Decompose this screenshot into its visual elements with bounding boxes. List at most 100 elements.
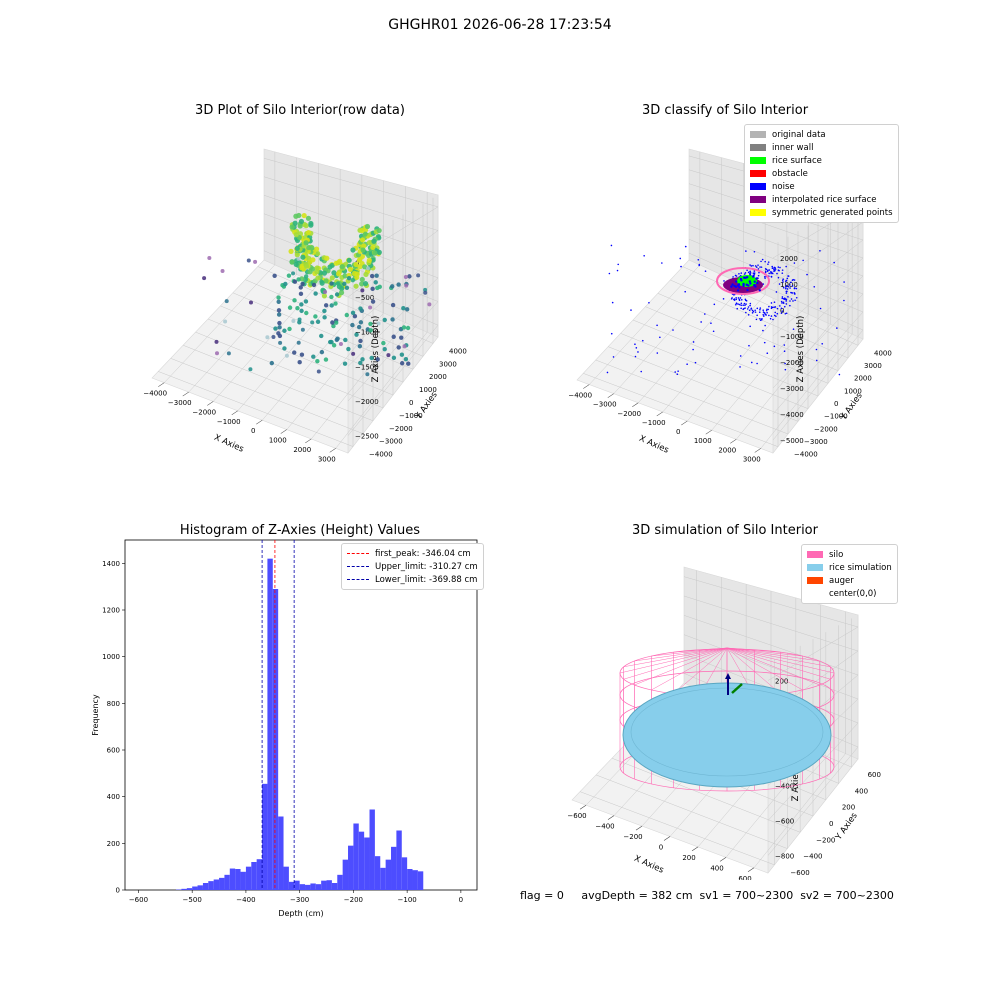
noise-point (773, 270, 775, 273)
histogram-bar (391, 846, 397, 890)
noise-point (744, 304, 746, 307)
noise-point (748, 309, 751, 312)
raw-point (314, 269, 320, 275)
raw-point (354, 274, 360, 281)
raw-point (253, 259, 258, 264)
x-tick (579, 804, 587, 810)
noise-point (634, 355, 637, 358)
noise-point (747, 306, 750, 308)
histogram-bar (353, 823, 359, 890)
raw-point (305, 215, 312, 221)
noise-point (643, 254, 645, 257)
histogram-bar (396, 830, 402, 890)
histogram-bar (385, 859, 392, 890)
raw-point (305, 229, 312, 236)
legend-swatch (347, 566, 369, 567)
histogram-bar (315, 884, 322, 890)
noise-point (704, 270, 707, 272)
raw-point (343, 337, 348, 343)
raw-point (299, 308, 304, 314)
noise-point (777, 266, 780, 268)
noise-point (806, 273, 808, 276)
raw-point (286, 273, 292, 278)
y-tick-label: −400 (803, 853, 822, 861)
noise-point (776, 272, 778, 275)
histogram-bar (278, 816, 284, 890)
noise-point (762, 309, 765, 312)
raw-point (423, 287, 428, 292)
raw-point (359, 276, 365, 283)
raw-point (323, 357, 329, 362)
raw-point (351, 351, 356, 356)
noise-point (635, 347, 638, 349)
silo-line (634, 647, 728, 686)
y-tick-label: 0 (834, 400, 838, 408)
raw-point (246, 258, 251, 263)
noise-point (735, 280, 738, 283)
x-tick-label: −4000 (143, 390, 167, 398)
raw-point (300, 254, 306, 260)
panel2-legend: original data inner wall rice surface obsta… (744, 124, 899, 223)
x-tick-label: −1000 (217, 418, 241, 426)
legend-item: interpolated rice surface (750, 193, 893, 206)
legend-swatch (347, 553, 369, 554)
raw-point (202, 276, 207, 281)
x-tick-label: −600 (129, 896, 148, 904)
noise-point (739, 355, 742, 357)
x-gridline (760, 192, 853, 449)
noise-point (740, 307, 742, 310)
noise-point (744, 272, 747, 274)
raw-point (342, 281, 347, 287)
noise-point (756, 307, 759, 310)
noise-point (692, 348, 694, 351)
noise-point (770, 302, 773, 304)
noise-point (781, 302, 783, 304)
raw-point (324, 255, 330, 261)
raw-point (265, 335, 270, 340)
noise-point (756, 281, 759, 285)
histogram-bar (299, 884, 306, 890)
noise-point (785, 292, 788, 294)
x-tick-label: 1000 (694, 437, 712, 445)
noise-point (780, 307, 783, 310)
noise-point (770, 307, 773, 310)
x-tick-label: −500 (183, 896, 202, 904)
raw-point (314, 265, 320, 271)
raw-point (313, 291, 318, 296)
legend-item: inner wall (750, 141, 893, 154)
raw-point (315, 358, 320, 364)
noise-point (764, 324, 766, 327)
raw-point (329, 275, 335, 281)
noise-point (838, 373, 841, 376)
raw-point (276, 299, 281, 304)
z-tick-label: −3000 (780, 385, 804, 393)
legend-label: center(0,0) (829, 588, 877, 599)
raw-point (331, 343, 337, 348)
noise-point (744, 298, 747, 301)
x-tick (207, 401, 214, 406)
noise-point (760, 260, 762, 263)
raw-point (331, 323, 336, 329)
raw-point (358, 360, 363, 366)
raw-point (323, 278, 329, 284)
x-tick-label: −400 (595, 823, 614, 831)
raw-point (336, 271, 342, 277)
raw-point (314, 250, 321, 257)
legend-swatch (750, 196, 766, 203)
y-gridline (195, 225, 384, 409)
noise-point (754, 285, 757, 288)
noise-point (749, 282, 752, 285)
histogram-bar (401, 857, 408, 890)
noise-point (819, 250, 821, 252)
legend-swatch (750, 131, 766, 138)
noise-point (785, 284, 788, 287)
z-gridline (263, 232, 439, 402)
x-gridline (736, 186, 831, 440)
noise-point (815, 359, 818, 362)
noise-point (749, 304, 751, 307)
z-tick-label: −800 (775, 853, 794, 861)
noise-point (755, 277, 758, 280)
z-axis-label: Z Axies (Depth) (371, 316, 381, 383)
legend-item: original data (750, 128, 893, 141)
noise-point (748, 344, 750, 347)
